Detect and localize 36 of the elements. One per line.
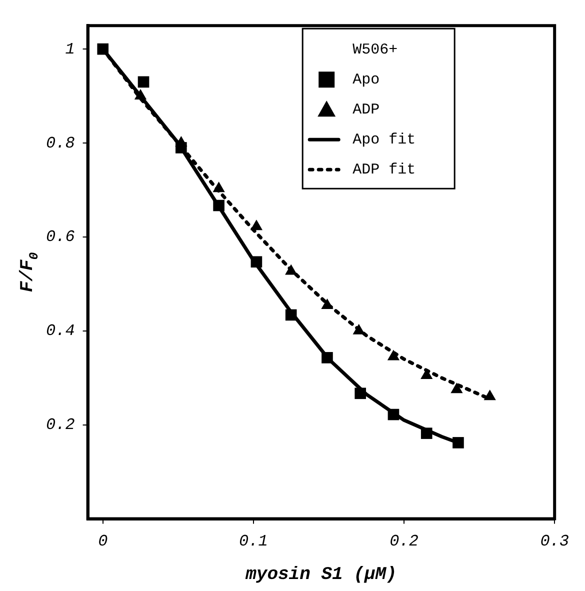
point [354,388,366,400]
x-tick-label: 0.3 [540,532,570,551]
y-tick-label: 0.4 [46,322,75,340]
point [134,89,147,100]
x-tick-label: 0.1 [239,532,268,551]
x-axis-title: myosin S1 (μM) [244,565,397,585]
y-tick-label: 0.8 [46,134,76,152]
point [212,182,225,192]
point [420,428,432,439]
legend-label: Apo [352,72,380,89]
y-tick-label: 0.2 [46,416,76,434]
y-tick-label: 0.6 [46,228,76,246]
point [250,256,262,268]
x-tick-label: 0.2 [390,532,419,551]
point [285,264,298,275]
legend-label: Apo fit [352,132,416,149]
point [285,309,297,321]
point [322,352,333,364]
point [452,437,464,448]
point [450,382,463,394]
x-tick-label: 0 [98,532,108,551]
point [388,408,400,420]
legend-label: ADP [352,102,380,119]
legend-label: ADP fit [352,162,416,179]
point [176,142,187,154]
point [97,43,109,55]
point [213,200,224,212]
point [484,390,496,400]
point [250,220,263,230]
point [352,324,365,334]
point [138,76,150,88]
point [387,350,400,360]
legend-title: W506+ [352,42,398,59]
y-axis-title: F/F0 [18,252,42,292]
y-tick-label: 1 [65,40,75,58]
point [321,298,334,310]
